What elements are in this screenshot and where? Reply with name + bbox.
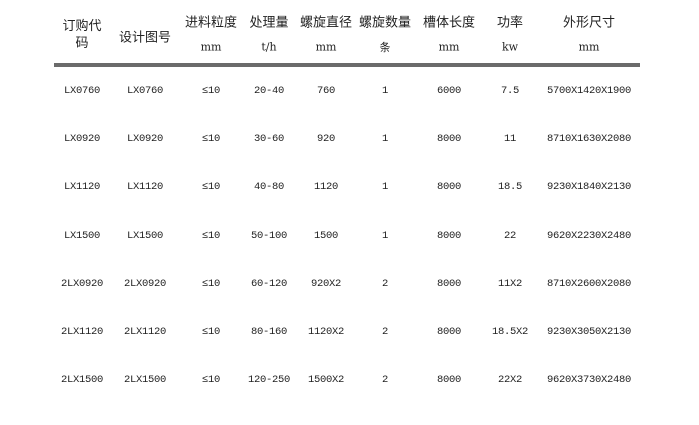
cell-order-code: LX0920 — [63, 133, 101, 146]
header-unit-spiral-diameter: mm — [315, 40, 337, 54]
cell-order-code: LX1120 — [63, 181, 101, 194]
cell-trough-length: 8000 — [436, 277, 462, 290]
cell-spiral-count: 1 — [381, 181, 389, 194]
cell-feed-size: ≤10 — [201, 133, 221, 146]
cell-capacity: 50-100 — [250, 229, 288, 242]
cell-power: 11X2 — [497, 277, 523, 290]
cell-dimensions: 9620X3730X2480 — [546, 374, 632, 387]
header-unit-capacity: t/h — [261, 40, 277, 54]
header-spiral-diameter: 螺旋直径 — [299, 15, 353, 31]
header-design-number: 设计图号 — [118, 30, 172, 46]
cell-design-number: 2LX1500 — [123, 374, 167, 387]
cell-order-code: 2LX1500 — [60, 374, 104, 387]
header-power: 功率 — [496, 15, 524, 31]
cell-spiral-diameter: 1500 — [313, 229, 339, 242]
header-unit-spiral-count: 条 — [379, 41, 391, 54]
cell-trough-length: 8000 — [436, 133, 462, 146]
cell-feed-size: ≤10 — [201, 326, 221, 338]
cell-spiral-diameter: 760 — [316, 85, 336, 97]
cell-trough-length: 8000 — [436, 326, 462, 338]
cell-design-number: LX1500 — [126, 229, 164, 242]
cell-design-number: LX0920 — [126, 133, 164, 146]
cell-dimensions: 9620X2230X2480 — [546, 229, 632, 242]
cell-order-code: 2LX0920 — [60, 277, 104, 290]
cell-capacity: 60-120 — [250, 277, 288, 290]
header-dimensions: 外形尺寸 — [562, 15, 616, 31]
cell-feed-size: ≤10 — [201, 181, 221, 194]
header-order-code: 订购代码 — [62, 19, 102, 51]
cell-order-code: LX0760 — [63, 85, 101, 97]
header-capacity: 处理量 — [249, 15, 289, 31]
cell-power: 11 — [503, 133, 517, 146]
cell-design-number: LX1120 — [126, 181, 164, 194]
cell-order-code: 2LX1120 — [60, 326, 104, 338]
header-divider — [54, 63, 640, 67]
header-feed-size: 进料粒度 — [184, 15, 238, 31]
cell-dimensions: 5700X1420X1900 — [546, 85, 632, 97]
cell-spiral-diameter: 1120X2 — [307, 326, 345, 338]
cell-trough-length: 6000 — [436, 85, 462, 97]
header-trough-length: 槽体长度 — [422, 15, 476, 31]
cell-spiral-count: 2 — [381, 374, 389, 387]
cell-capacity: 120-250 — [247, 374, 291, 387]
cell-feed-size: ≤10 — [201, 229, 221, 242]
cell-capacity: 20-40 — [253, 85, 285, 97]
cell-trough-length: 8000 — [436, 181, 462, 194]
cell-feed-size: ≤10 — [201, 277, 221, 290]
cell-power: 18.5 — [497, 181, 523, 194]
header-unit-power: kw — [501, 40, 519, 54]
cell-capacity: 80-160 — [250, 326, 288, 338]
cell-design-number: LX0760 — [126, 85, 164, 97]
cell-power: 7.5 — [500, 85, 520, 97]
cell-spiral-diameter: 1120 — [313, 181, 339, 194]
cell-spiral-count: 1 — [381, 85, 389, 97]
cell-spiral-count: 2 — [381, 277, 389, 290]
header-spiral-count: 螺旋数量 — [358, 15, 412, 31]
cell-dimensions: 8710X1630X2080 — [546, 133, 632, 146]
cell-capacity: 30-60 — [253, 133, 285, 146]
cell-spiral-count: 1 — [381, 133, 389, 146]
cell-design-number: 2LX0920 — [123, 277, 167, 290]
cell-order-code: LX1500 — [63, 229, 101, 242]
header-unit-feed-size: mm — [200, 40, 222, 54]
cell-power: 18.5X2 — [491, 326, 529, 338]
cell-feed-size: ≤10 — [201, 374, 221, 387]
header-unit-trough-length: mm — [438, 40, 460, 54]
cell-spiral-diameter: 920X2 — [310, 277, 342, 290]
cell-spiral-diameter: 920 — [316, 133, 336, 146]
cell-spiral-diameter: 1500X2 — [307, 374, 345, 387]
header-unit-dimensions: mm — [578, 40, 600, 54]
cell-dimensions: 9230X3050X2130 — [546, 326, 632, 338]
cell-spiral-count: 1 — [381, 229, 389, 242]
cell-spiral-count: 2 — [381, 326, 389, 338]
cell-trough-length: 8000 — [436, 374, 462, 387]
cell-capacity: 40-80 — [253, 181, 285, 194]
cell-power: 22X2 — [497, 374, 523, 387]
cell-feed-size: ≤10 — [201, 85, 221, 97]
cell-design-number: 2LX1120 — [123, 326, 167, 338]
cell-dimensions: 8710X2600X2080 — [546, 277, 632, 290]
cell-dimensions: 9230X1840X2130 — [546, 181, 632, 194]
cell-trough-length: 8000 — [436, 229, 462, 242]
cell-power: 22 — [503, 229, 517, 242]
